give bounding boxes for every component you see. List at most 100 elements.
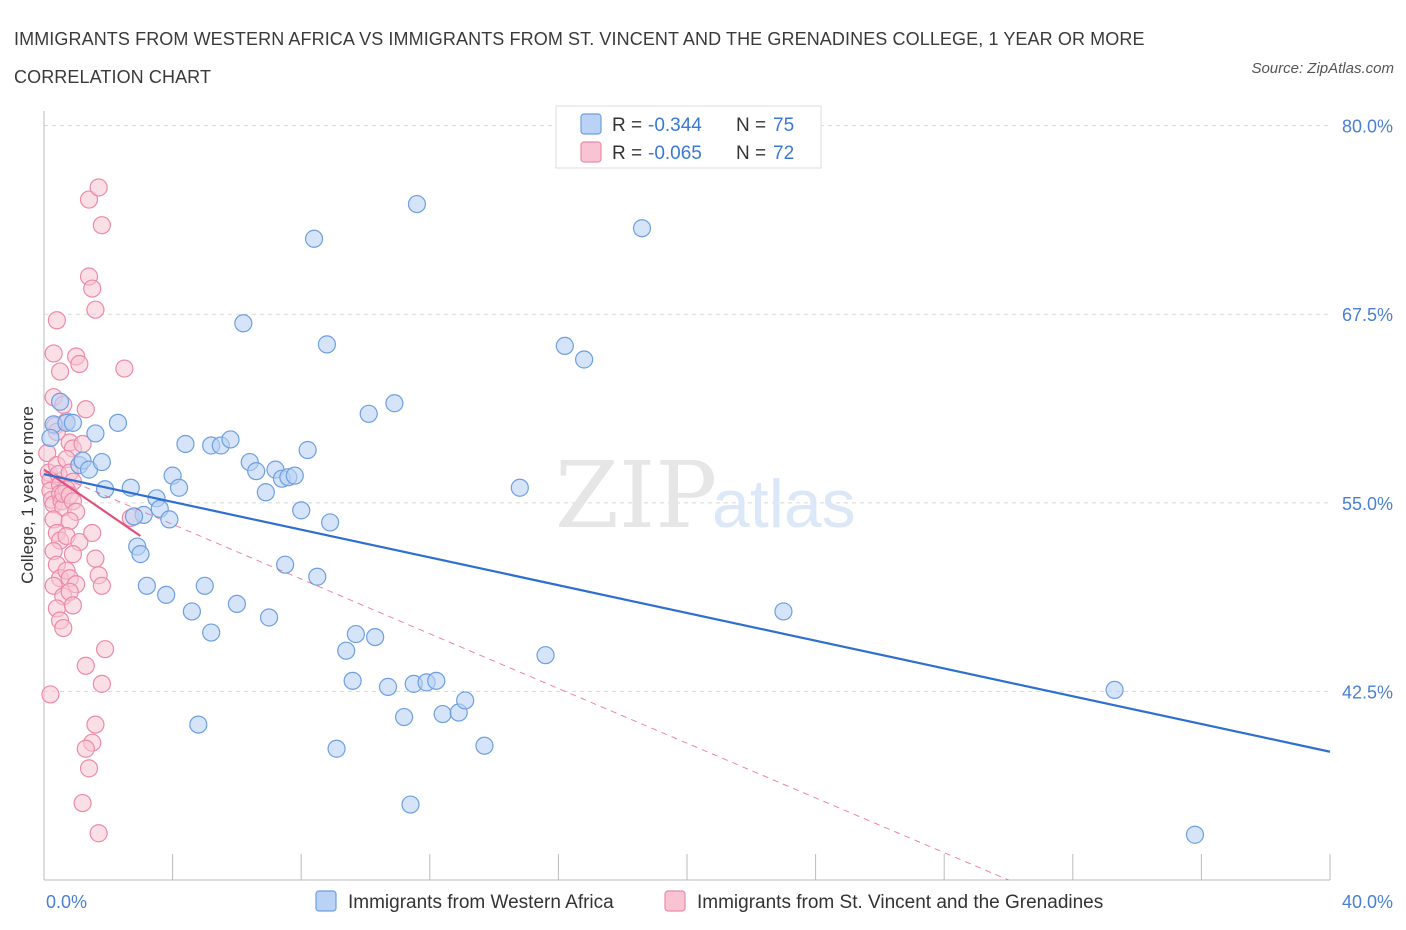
legend-r-label-pink: R = — [612, 143, 642, 164]
data-point-western-africa — [632, 219, 652, 238]
data-point-western-africa — [276, 555, 295, 574]
data-point-western-africa — [50, 392, 70, 411]
data-point-st-vincent — [41, 685, 60, 704]
data-point-western-africa — [346, 624, 365, 644]
data-point-western-africa — [285, 466, 304, 485]
data-point-western-africa — [510, 478, 529, 497]
data-point-western-africa — [169, 478, 189, 497]
data-point-western-africa — [41, 428, 60, 448]
data-point-western-africa — [343, 671, 362, 690]
data-point-st-vincent — [83, 523, 102, 543]
correlation-legend: R = -0.344 N = 75 R = -0.065 N = 72 — [555, 105, 822, 169]
data-point-st-vincent — [54, 618, 73, 638]
legend-r-value-pink: -0.065 — [648, 143, 702, 164]
data-point-st-vincent — [44, 344, 63, 363]
data-point-western-africa — [1105, 680, 1124, 699]
data-point-western-africa — [247, 462, 266, 481]
x-tick-label-max: 40.0% — [1342, 892, 1393, 912]
data-point-western-africa — [292, 501, 311, 520]
data-point-western-africa — [227, 594, 246, 614]
data-point-st-vincent — [86, 300, 105, 319]
legend-bottom-label-pink: Immigrants from St. Vincent and the Gren… — [697, 892, 1103, 913]
chart-title: IMMIGRANTS FROM WESTERN AFRICA VS IMMIGR… — [14, 20, 1145, 96]
legend-swatch-pink — [580, 141, 602, 163]
legend-swatch-blue — [580, 113, 602, 135]
data-point-st-vincent — [76, 400, 95, 419]
data-point-st-vincent — [50, 362, 70, 381]
data-point-western-africa — [359, 404, 378, 423]
data-point-western-africa — [189, 715, 208, 734]
data-point-western-africa — [394, 707, 414, 727]
data-point-st-vincent — [79, 759, 99, 778]
y-tick-label: 55.0% — [1342, 494, 1393, 514]
data-point-st-vincent — [86, 549, 105, 568]
data-point-st-vincent — [89, 824, 108, 843]
y-tick-label: 80.0% — [1342, 117, 1393, 137]
regression-lines — [43, 468, 1331, 881]
data-point-st-vincent — [79, 190, 99, 209]
data-point-st-vincent — [47, 311, 66, 330]
regression-line-st-vincent — [43, 468, 142, 537]
data-point-western-africa — [202, 623, 221, 642]
series-st-vincent — [38, 178, 140, 843]
chart-title-line2: CORRELATION CHART — [14, 67, 212, 87]
data-point-st-vincent — [115, 359, 134, 378]
watermark-zip: ZIP — [555, 442, 717, 549]
data-point-st-vincent — [63, 596, 83, 615]
data-point-western-africa — [234, 314, 253, 333]
legend-bottom-swatch-pink — [664, 890, 686, 912]
data-point-western-africa — [298, 440, 317, 460]
y-axis-label-group: College, 1 year or more — [18, 406, 37, 584]
data-point-western-africa — [321, 513, 340, 532]
x-tick-label-min: 0.0% — [46, 892, 87, 912]
data-point-western-africa — [308, 567, 327, 586]
data-point-st-vincent — [92, 576, 111, 595]
series-legend: Immigrants from Western Africa Immigrant… — [315, 890, 1103, 913]
data-point-st-vincent — [73, 793, 92, 813]
data-point-western-africa — [259, 608, 279, 627]
watermark-atlas: atlas — [712, 466, 856, 542]
data-point-st-vincent — [83, 279, 102, 298]
data-point-western-africa — [195, 576, 214, 595]
data-point-western-africa — [433, 704, 452, 724]
regression-line-st-vincent-extended — [43, 469, 1009, 881]
data-point-western-africa — [337, 641, 356, 660]
series-western-africa — [41, 194, 1205, 844]
data-point-st-vincent — [95, 640, 115, 659]
data-point-western-africa — [575, 350, 594, 369]
data-point-western-africa — [555, 336, 574, 356]
data-point-western-africa — [366, 627, 385, 647]
data-point-western-africa — [137, 576, 156, 595]
data-point-st-vincent — [92, 674, 111, 693]
data-point-st-vincent — [92, 216, 111, 235]
data-point-western-africa — [108, 413, 128, 432]
data-point-western-africa — [86, 424, 105, 443]
data-point-st-vincent — [63, 545, 83, 564]
data-point-western-africa — [401, 795, 420, 814]
data-point-western-africa — [475, 736, 494, 755]
data-point-st-vincent — [60, 511, 79, 531]
data-point-western-africa — [256, 483, 275, 502]
data-point-western-africa — [385, 394, 404, 413]
data-point-western-africa — [774, 602, 793, 621]
data-point-western-africa — [378, 677, 398, 696]
data-point-western-africa — [182, 602, 201, 621]
data-point-western-africa — [536, 646, 555, 665]
data-point-western-africa — [304, 229, 324, 248]
data-point-st-vincent — [86, 715, 105, 734]
data-point-western-africa — [407, 194, 427, 214]
y-tick-label: 67.5% — [1342, 305, 1393, 325]
chart-title-line1: IMMIGRANTS FROM WESTERN AFRICA VS IMMIGR… — [14, 29, 1145, 49]
source-label: Source: ZipAtlas.com — [1251, 60, 1394, 77]
data-point-st-vincent — [70, 354, 89, 374]
data-point-western-africa — [160, 510, 179, 529]
legend-n-value-blue: 75 — [773, 115, 794, 136]
legend-bottom-swatch-blue — [315, 890, 337, 912]
legend-n-value-pink: 72 — [773, 143, 794, 164]
data-point-western-africa — [157, 585, 176, 604]
legend-r-label-blue: R = — [612, 115, 642, 136]
data-point-western-africa — [456, 691, 475, 710]
regression-line-western-africa — [43, 473, 1331, 753]
data-point-western-africa — [63, 413, 83, 432]
